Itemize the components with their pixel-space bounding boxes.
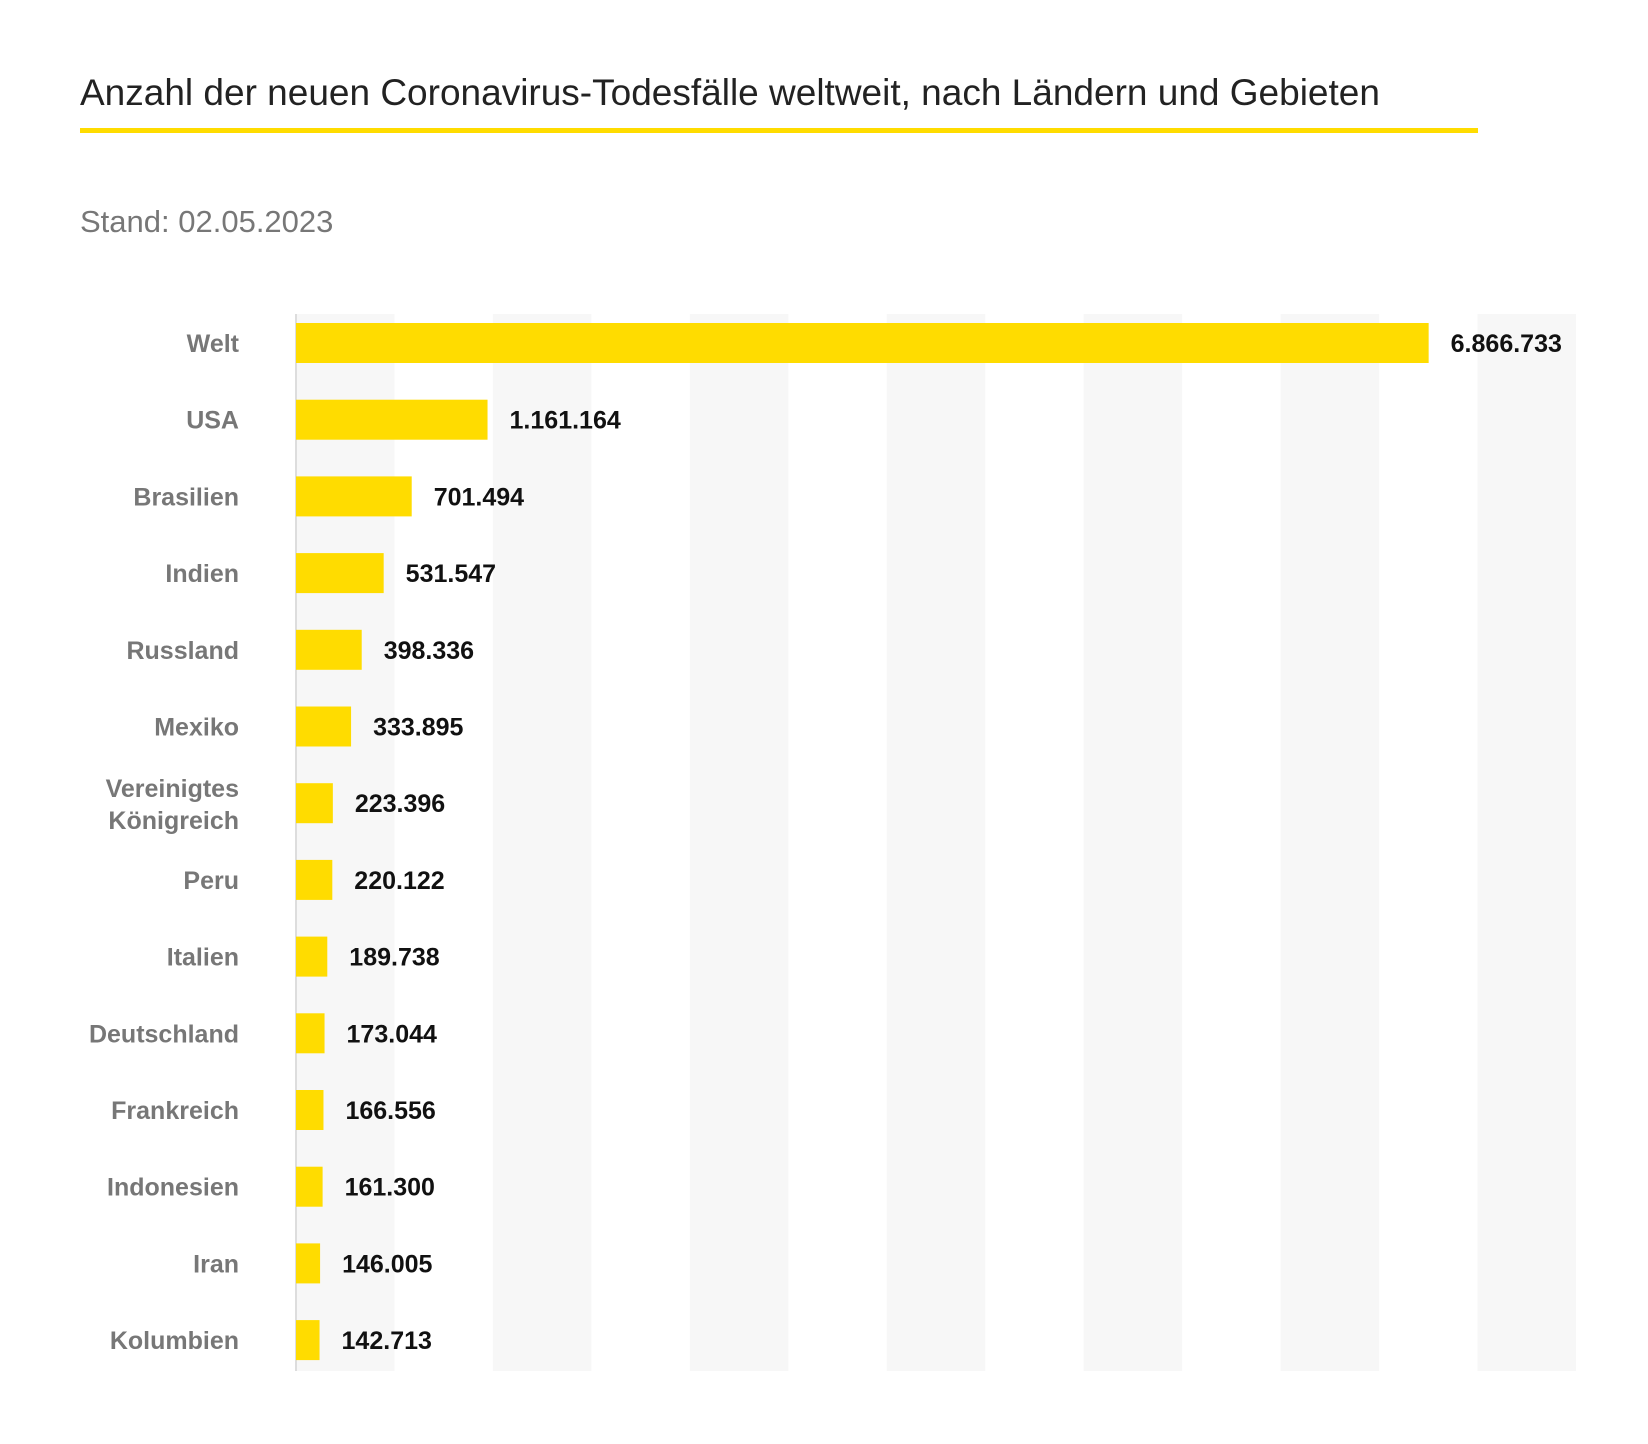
grid-band (1083, 314, 1183, 1371)
value-label: 146.005 (342, 1250, 432, 1278)
value-label: 161.300 (345, 1174, 435, 1202)
bar (296, 936, 328, 977)
bar (296, 629, 362, 670)
bar (296, 1243, 321, 1284)
category-label: USA (186, 407, 239, 435)
value-label: 6.866.733 (1451, 330, 1562, 358)
category-label: Iran (193, 1250, 239, 1278)
value-label: 398.336 (384, 637, 474, 665)
value-label: 189.738 (349, 944, 439, 972)
chart-subtitle: Stand: 02.05.2023 (80, 204, 334, 239)
category-label: Indien (165, 560, 239, 588)
bar (296, 476, 412, 517)
bar (296, 1013, 325, 1054)
value-label: 701.494 (434, 483, 524, 511)
category-label: Deutschland (89, 1020, 239, 1048)
value-label: 531.547 (406, 560, 496, 588)
bar (296, 783, 333, 824)
grid-band (296, 314, 395, 1371)
category-label: Mexiko (154, 714, 239, 742)
grid-band (689, 314, 789, 1371)
grid-band (1280, 314, 1380, 1371)
value-label: 142.713 (342, 1327, 432, 1355)
grid-band (886, 314, 986, 1371)
bar (296, 1166, 323, 1207)
chart-title: Anzahl der neuen Coronavirus-Todesfälle … (80, 72, 1380, 113)
bar (296, 1320, 320, 1361)
category-label: Welt (187, 330, 240, 358)
value-label: 220.122 (354, 867, 444, 895)
bar (296, 323, 1429, 363)
bar (296, 706, 352, 747)
bar (296, 1090, 324, 1130)
title-underline (80, 128, 1478, 133)
category-label: Peru (183, 867, 239, 895)
category-label: Vereinigtes Königreich (106, 775, 239, 835)
value-label: 1.161.164 (510, 407, 621, 435)
category-label: Kolumbien (110, 1327, 239, 1355)
grid-band (1477, 314, 1576, 1371)
category-label: Indonesien (107, 1174, 239, 1202)
category-label: Frankreich (111, 1097, 239, 1125)
value-label: 333.895 (373, 714, 463, 742)
bar (296, 399, 488, 440)
category-label: Russland (126, 637, 239, 665)
bar (296, 859, 333, 900)
category-label: Brasilien (133, 483, 239, 511)
bar (296, 553, 384, 594)
value-label: 166.556 (345, 1097, 435, 1125)
value-label: 173.044 (347, 1020, 437, 1048)
category-label: Italien (167, 944, 239, 972)
value-label: 223.396 (355, 790, 445, 818)
grid-band (492, 314, 592, 1371)
